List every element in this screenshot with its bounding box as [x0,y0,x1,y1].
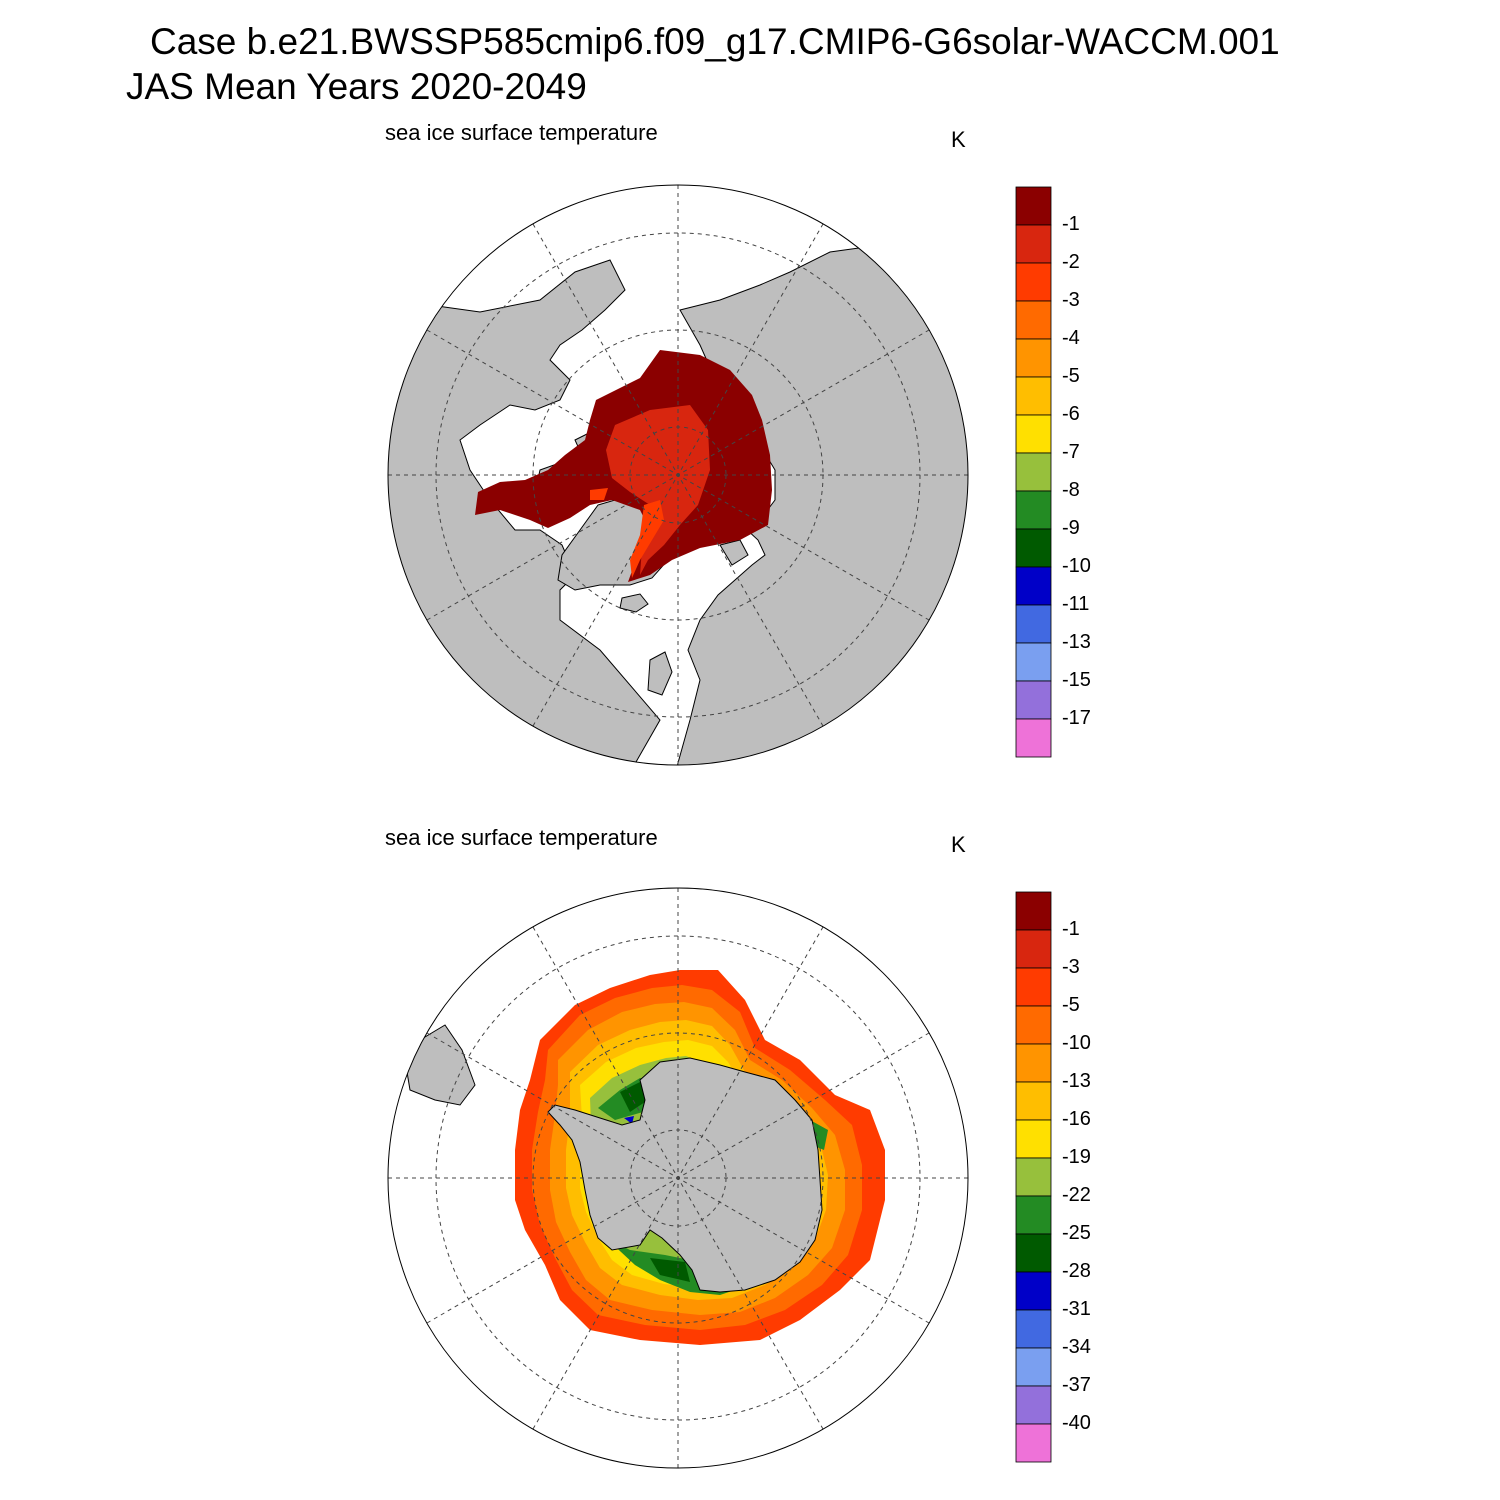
north-colorbar-label: -3 [1062,289,1080,311]
south-colorbar-box [1015,1347,1052,1387]
south-colorbar-box [1015,1081,1052,1121]
south-colorbar-label: -19 [1062,1146,1091,1168]
north-colorbar-label: -1 [1062,213,1080,235]
south-colorbar-box [1015,1233,1052,1273]
arctic-graticule [388,185,968,765]
north-colorbar-label: -15 [1062,669,1091,691]
north-panel-units: K [951,127,966,152]
north-colorbar-label: -10 [1062,555,1091,577]
north-colorbar-box [1015,452,1052,492]
south-colorbar-box [1015,1119,1052,1159]
south-colorbar-box [1015,1157,1052,1197]
north-colorbar-box [1015,604,1052,644]
north-colorbar-box [1015,224,1052,264]
antarctic-ice-band-minus28 [620,1082,690,1282]
north-colorbar-box [1015,642,1052,682]
north-colorbar-box [1015,528,1052,568]
north-colorbar [1015,186,1052,758]
south-colorbar-label: -10 [1062,1032,1091,1054]
south-colorbar-label: -3 [1062,956,1080,978]
south-colorbar-box [1015,1271,1052,1311]
arctic-ice-band-minus2 [606,405,710,575]
south-colorbar-box [1015,1423,1052,1463]
north-colorbar-box [1015,490,1052,530]
south-colorbar-label: -16 [1062,1108,1091,1130]
south-colorbar-box [1015,967,1052,1007]
arctic-map [387,184,969,766]
land-antarctica [547,1057,823,1293]
south-colorbar-label: -28 [1062,1260,1091,1282]
north-colorbar-label: -11 [1062,593,1090,615]
north-colorbar-label: -13 [1062,631,1091,653]
south-colorbar-box [1015,1043,1052,1083]
north-colorbar-label: -8 [1062,479,1080,501]
south-colorbar-label: -34 [1062,1336,1091,1358]
south-colorbar-box [1015,1309,1052,1349]
north-colorbar-box [1015,566,1052,606]
north-colorbar-box [1015,414,1052,454]
arctic-ice-band-minus3 [590,488,664,578]
north-colorbar-label: -17 [1062,707,1091,729]
north-colorbar-label: -9 [1062,517,1080,539]
land-british-isles [647,651,673,696]
north-panel-subtitle: sea ice surface temperature [385,120,658,145]
north-colorbar-label: -7 [1062,441,1080,463]
north-colorbar-label: -6 [1062,403,1080,425]
land-north-america [388,259,661,765]
south-colorbar-label: -31 [1062,1298,1091,1320]
south-colorbar-box [1015,1195,1052,1235]
north-colorbar-box [1015,338,1052,378]
north-colorbar-box [1015,680,1052,720]
north-colorbar-box [1015,186,1052,226]
north-colorbar-label: -2 [1062,251,1080,273]
south-colorbar-label: -5 [1062,994,1080,1016]
south-panel-subtitle: sea ice surface temperature [385,825,658,850]
north-colorbar-label: -5 [1062,365,1080,387]
south-colorbar-label: -1 [1062,918,1080,940]
south-colorbar-box [1015,1005,1052,1045]
antarctic-ice-band-minus25 [598,1078,828,1295]
arctic-map-border [387,184,969,766]
north-colorbar-label: -4 [1062,327,1080,349]
south-colorbar-label: -22 [1062,1184,1091,1206]
north-colorbar-box [1015,300,1052,340]
south-colorbar [1015,891,1052,1463]
land-south-america-tip [404,1024,476,1106]
antarctic-graticule [388,888,968,1468]
figure-title-line-2: JAS Mean Years 2020-2049 [126,66,587,107]
land-svalbard [719,539,749,566]
south-colorbar-box [1015,1385,1052,1425]
antarctic-map-border [387,887,969,1469]
south-panel-units: K [951,832,966,857]
north-colorbar-box [1015,718,1052,758]
south-colorbar-label: -37 [1062,1374,1091,1396]
south-colorbar-label: -40 [1062,1412,1091,1434]
south-colorbar-label: -25 [1062,1222,1091,1244]
north-colorbar-box [1015,376,1052,416]
north-colorbar-box [1015,262,1052,302]
south-colorbar-box [1015,891,1052,931]
land-iceland [619,593,649,613]
south-colorbar-label: -13 [1062,1070,1091,1092]
south-colorbar-box [1015,929,1052,969]
figure-title-line-1: Case b.e21.BWSSP585cmip6.f09_g17.CMIP6-G… [150,21,1280,62]
antarctic-map [387,887,969,1469]
